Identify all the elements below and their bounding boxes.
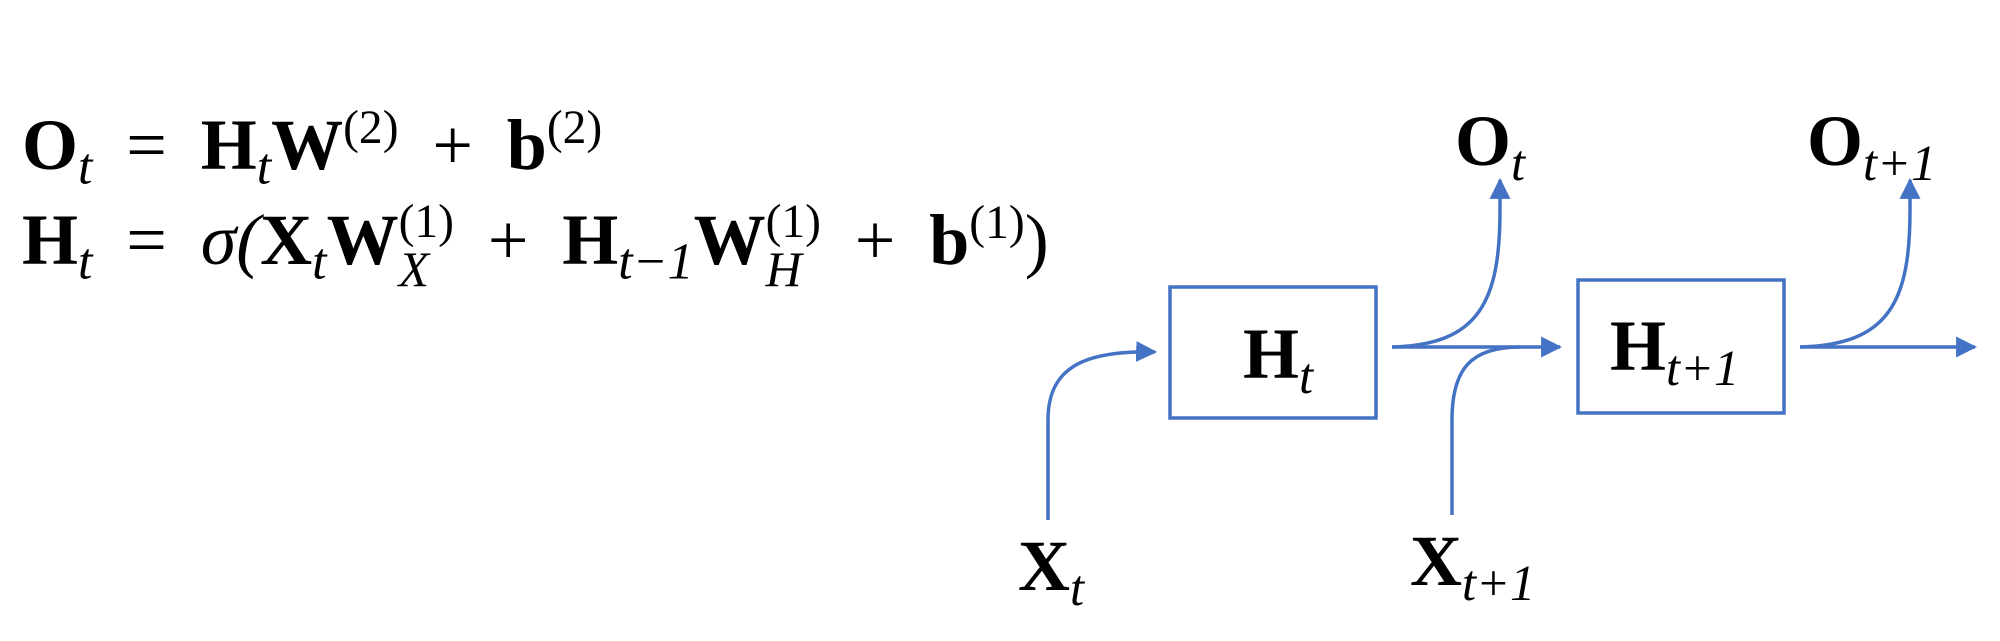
eq-h-sub: t [256, 138, 272, 196]
eq2-hprev-sub: t−1 [618, 233, 694, 291]
eq-o-sub: t [78, 138, 93, 196]
eq2-plus1: + [487, 200, 529, 281]
eq-w-sup: (2) [343, 102, 399, 154]
eq2-wh-scripts: (1) H [765, 196, 821, 297]
eq2-wh-symbol: W [693, 200, 766, 281]
eq2-wh-sup: (1) [765, 196, 821, 249]
node-h-t-label: Ht [1243, 318, 1313, 402]
input-x-t1-base: X [1410, 521, 1462, 601]
output-o-t1-sub: t+1 [1863, 135, 1937, 192]
eq-w-symbol: W [271, 105, 344, 186]
output-o-t-sub: t [1511, 135, 1526, 192]
hidden-equation: Ht = σ(XtW (1) X + Ht−1W (1) H + b(1)) [22, 196, 1049, 297]
eq2-x-sub: t [312, 233, 327, 291]
eq-b-symbol: b [506, 105, 547, 186]
node-h-t1-label: Ht+1 [1610, 310, 1739, 394]
eq2-plus2: + [854, 200, 896, 281]
eq-h-symbol: H [200, 105, 257, 186]
eq2-wx-scripts: (1) X [398, 196, 454, 297]
edge-h-t-to-o-t [1391, 177, 1511, 349]
output-o-t1-base: O [1807, 101, 1864, 181]
output-o-t-base: O [1455, 101, 1512, 181]
eq2-x-symbol: X [260, 200, 313, 281]
node-h-t-base: H [1243, 314, 1300, 394]
eq2-h-sub: t [78, 233, 93, 291]
input-x-t-base: X [1018, 526, 1070, 606]
eq2-hprev-symbol: H [562, 200, 619, 281]
hidden-box-t1 [1576, 278, 1786, 415]
eq2-b-sup: (1) [969, 197, 1025, 249]
output-o-t1-label: Ot+1 [1807, 105, 1936, 189]
edge-x-t-to-h-t [1046, 341, 1158, 520]
eq2-close-paren: ) [1024, 200, 1049, 281]
node-h-t1-base: H [1610, 306, 1667, 386]
node-h-t1-sub: t+1 [1666, 340, 1740, 397]
eq2-wx-sup: (1) [398, 196, 454, 249]
eq2-sigma: σ( [200, 200, 261, 281]
input-x-t-label: Xt [1018, 530, 1084, 614]
input-x-t1-label: Xt+1 [1410, 525, 1535, 609]
output-o-t-label: Ot [1455, 105, 1525, 189]
eq2-b-symbol: b [929, 200, 970, 281]
edge-x-t1-to-h-t1 [1450, 345, 1521, 515]
node-h-t-sub: t [1299, 348, 1314, 405]
eq-o-symbol: O [22, 105, 79, 186]
eq2-h-symbol: H [22, 200, 79, 281]
edge-h-t1-to-o-t1 [1799, 177, 1921, 349]
hidden-box-t [1168, 285, 1378, 420]
input-x-t1-sub: t+1 [1462, 555, 1536, 612]
eq2-wx-symbol: W [326, 200, 399, 281]
input-x-t-sub: t [1070, 560, 1085, 617]
eq-equals: = [126, 105, 167, 186]
eq2-wx-sub: X [398, 241, 430, 297]
eq-plus: + [432, 105, 473, 186]
eq-b-sup: (2) [546, 102, 603, 154]
eq2-wh-sub: H [765, 241, 802, 297]
output-equation: Ot = HtW(2) + b(2) [22, 102, 603, 196]
eq2-equals: = [126, 200, 167, 281]
